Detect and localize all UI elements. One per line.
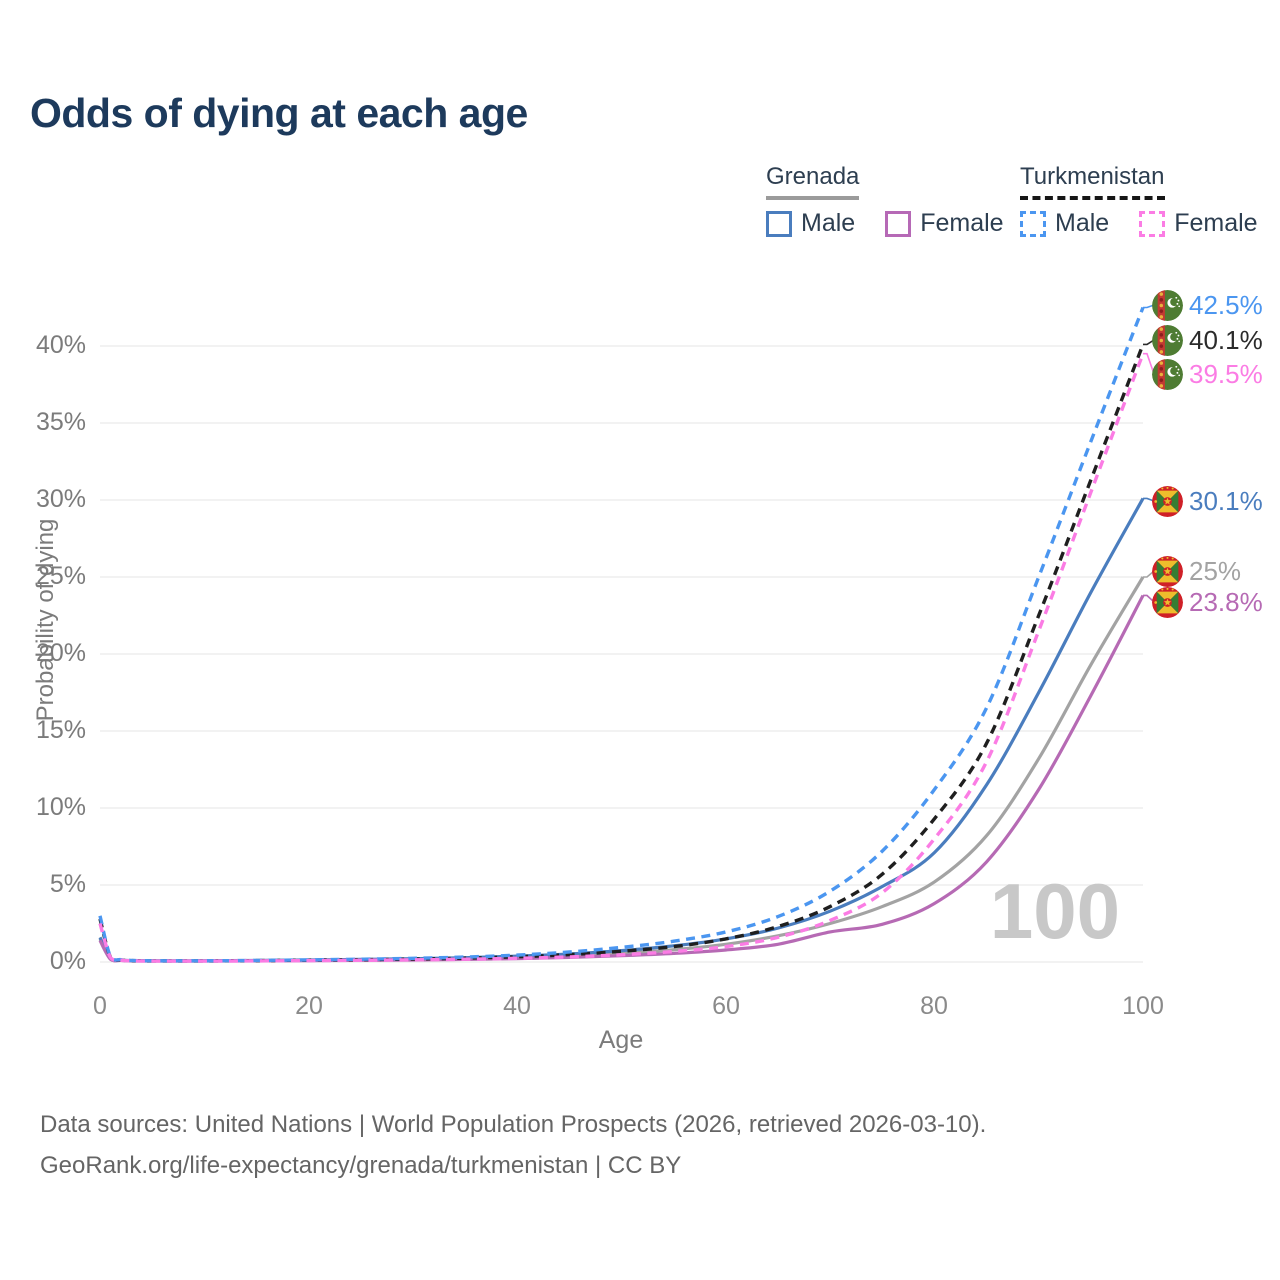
x-axis-title: Age xyxy=(598,1026,644,1054)
end-label-turkmenistan-both: 40.1% xyxy=(1152,324,1263,356)
x-tick-40: 40 xyxy=(503,992,531,1020)
legend-turkmenistan-title[interactable]: Turkmenistan xyxy=(1020,163,1165,200)
turkmenistan-female-swatch[interactable] xyxy=(1139,210,1166,237)
turkmenistan-flag-icon xyxy=(1152,359,1183,390)
end-value: 42.5% xyxy=(1189,289,1263,320)
y-tick-40: 40% xyxy=(35,331,86,359)
grenada-flag-icon xyxy=(1152,556,1183,587)
x-tick-60: 60 xyxy=(712,992,740,1020)
end-value: 25% xyxy=(1189,555,1242,586)
x-tick-0: 0 xyxy=(93,992,107,1020)
data-source-note: Data sources: United Nations | World Pop… xyxy=(40,1104,986,1186)
y-tick-10: 10% xyxy=(35,793,86,821)
end-label-grenada-female: 23.8% xyxy=(1152,586,1263,618)
turkmenistan-female-label[interactable]: Female xyxy=(1174,209,1258,237)
end-label-grenada-male: 30.1% xyxy=(1152,485,1263,517)
y-tick-20: 20% xyxy=(35,639,86,667)
turkmenistan-flag-icon xyxy=(1152,325,1183,356)
grenada-female-swatch[interactable] xyxy=(885,210,912,237)
turkmenistan-male-swatch[interactable] xyxy=(1020,210,1046,237)
end-label-turkmenistan-female: 39.5% xyxy=(1152,358,1263,390)
end-value: 40.1% xyxy=(1189,324,1263,355)
y-tick-35: 35% xyxy=(35,408,86,436)
y-tick-5: 5% xyxy=(49,870,86,898)
attribution-line: GeoRank.org/life-expectancy/grenada/turk… xyxy=(40,1152,682,1179)
y-tick-0: 0% xyxy=(49,947,86,975)
y-tick-15: 15% xyxy=(35,716,86,744)
turkmenistan-male-label[interactable]: Male xyxy=(1055,209,1110,237)
end-value: 30.1% xyxy=(1189,485,1263,516)
turkmenistan-flag-icon xyxy=(1152,290,1183,321)
end-value: 23.8% xyxy=(1189,586,1263,617)
page-title: Odds of dying at each age xyxy=(30,90,528,136)
grenada-male-swatch[interactable] xyxy=(766,210,792,237)
y-tick-25: 25% xyxy=(35,562,86,590)
end-label-grenada-both: 25% xyxy=(1152,555,1241,587)
legend-group-grenada: Grenada Male Female xyxy=(766,163,1004,238)
y-axis-title: Probability of dying xyxy=(32,518,59,722)
age-watermark: 100 xyxy=(989,867,1120,955)
grenada-flag-icon xyxy=(1152,486,1183,517)
grenada-male-label[interactable]: Male xyxy=(801,209,856,237)
data-source-line: Data sources: United Nations | World Pop… xyxy=(40,1111,987,1138)
x-tick-20: 20 xyxy=(295,992,323,1020)
grenada-flag-icon xyxy=(1152,587,1183,618)
x-tick-100: 100 xyxy=(1122,992,1164,1020)
legend-grenada-title[interactable]: Grenada xyxy=(766,163,860,200)
end-value: 39.5% xyxy=(1189,358,1263,389)
end-label-turkmenistan-male: 42.5% xyxy=(1152,289,1263,321)
grenada-female-label[interactable]: Female xyxy=(920,209,1004,237)
y-tick-30: 30% xyxy=(35,485,86,513)
legend-group-turkmenistan: Turkmenistan Male Female xyxy=(1020,163,1258,238)
x-tick-80: 80 xyxy=(920,992,948,1020)
